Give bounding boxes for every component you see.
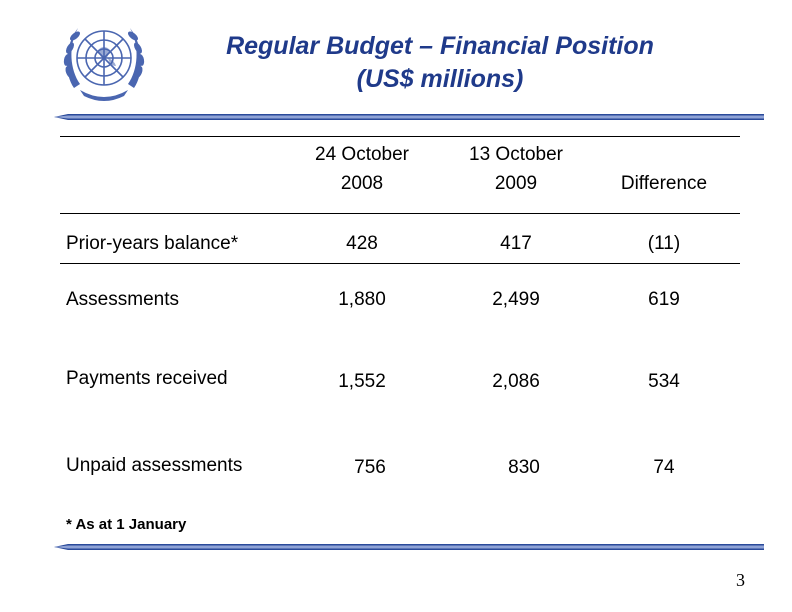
column-header-2008: 24 October 2008 xyxy=(315,144,409,194)
cell-2008: 756 xyxy=(354,457,386,478)
table-top-rule xyxy=(60,136,740,137)
row-label: Payments received xyxy=(66,368,228,389)
cell-2009: 417 xyxy=(500,233,532,254)
cell-2008: 428 xyxy=(346,233,378,254)
cell-difference: 534 xyxy=(648,371,680,392)
column-header-2009: 13 October 2009 xyxy=(469,144,563,194)
title-line-2: (US$ millions) xyxy=(356,65,524,93)
cell-2009: 830 xyxy=(508,457,540,478)
cell-difference: 74 xyxy=(653,457,675,478)
cell-2009: 2,499 xyxy=(492,289,540,310)
cell-2008: 1,552 xyxy=(338,371,386,392)
row-label: Assessments xyxy=(66,289,179,310)
row-label: Unpaid assessments xyxy=(66,455,243,476)
table-header-rule xyxy=(60,213,740,214)
cell-difference: 619 xyxy=(648,289,680,310)
column-header-difference: Difference xyxy=(620,173,708,194)
table-row-rule xyxy=(60,263,740,264)
footer-divider xyxy=(54,544,764,550)
page-number: 3 xyxy=(736,570,745,590)
page-title: Regular Budget – Financial Position (US$… xyxy=(170,30,710,96)
cell-difference: (11) xyxy=(647,233,681,254)
un-emblem-icon xyxy=(63,28,145,101)
title-divider xyxy=(54,114,764,120)
row-label: Prior-years balance* xyxy=(66,233,239,254)
footnote: * As at 1 January xyxy=(66,516,187,533)
title-line-1: Regular Budget – Financial Position xyxy=(226,32,654,60)
cell-2008: 1,880 xyxy=(338,289,386,310)
cell-2009: 2,086 xyxy=(492,371,540,392)
